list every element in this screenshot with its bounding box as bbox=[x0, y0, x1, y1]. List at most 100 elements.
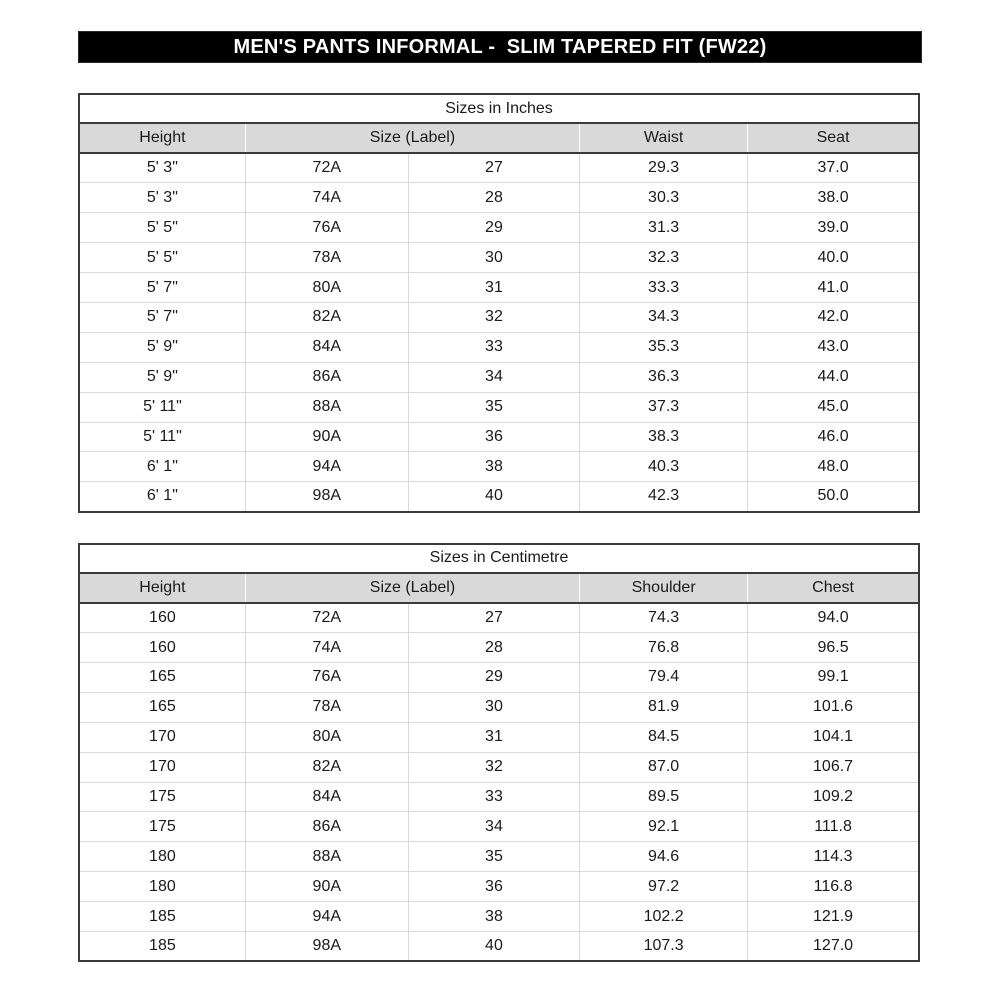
table-cell: 170 bbox=[78, 751, 246, 783]
table-cell: 34 bbox=[407, 811, 581, 843]
table-cell: 98A bbox=[244, 481, 409, 513]
table-cell: 90A bbox=[244, 421, 409, 453]
table-cell: 160 bbox=[78, 632, 246, 663]
table-cell: 27 bbox=[407, 602, 581, 634]
table-header-row: Height Size (Label) Shoulder Chest bbox=[79, 572, 919, 604]
table-cell: 35 bbox=[407, 391, 581, 423]
table-row: 6' 1" 94A 38 40.3 48.0 bbox=[78, 451, 920, 483]
table-cell: 175 bbox=[78, 811, 246, 843]
table-title-row: Sizes in Inches bbox=[79, 94, 919, 124]
table-cell: 114.3 bbox=[747, 841, 920, 873]
table-cell: 40 bbox=[407, 930, 581, 962]
column-header-seat: Seat bbox=[747, 123, 919, 154]
table-cell: 33 bbox=[407, 331, 581, 363]
table-cell: 94.6 bbox=[579, 841, 749, 873]
table-cell: 76.8 bbox=[579, 632, 749, 663]
table-cell: 98A bbox=[244, 930, 409, 962]
column-header-size-label: Size (Label) bbox=[244, 123, 580, 154]
table-title: Sizes in Inches bbox=[79, 94, 919, 124]
table-cell: 45.0 bbox=[747, 391, 920, 423]
table-cell: 127.0 bbox=[747, 930, 920, 962]
table-row: 5' 3" 72A 27 29.3 37.0 bbox=[78, 152, 920, 184]
table-cell: 5' 9" bbox=[78, 361, 246, 393]
sizes-in-inches-table: Sizes in Inches Height Size (Label) Wais… bbox=[78, 93, 920, 513]
table-cell: 35 bbox=[407, 841, 581, 873]
table-cell: 165 bbox=[78, 691, 246, 723]
table-cell: 31.3 bbox=[579, 212, 749, 244]
table-cell: 30 bbox=[407, 242, 581, 274]
table-cell: 94A bbox=[244, 901, 409, 932]
table-row: 5' 9" 86A 34 36.3 44.0 bbox=[78, 361, 920, 393]
table-cell: 37.3 bbox=[579, 391, 749, 423]
sizes-in-centimetre-table: Sizes in Centimetre Height Size (Label) … bbox=[78, 542, 920, 963]
column-header-waist: Waist bbox=[579, 123, 748, 154]
table-row: 185 98A 40 107.3 127.0 bbox=[78, 930, 920, 962]
table-cell: 40 bbox=[407, 481, 581, 513]
table-cell: 82A bbox=[244, 301, 409, 333]
table-cell: 5' 11" bbox=[78, 421, 246, 453]
column-header-chest: Chest bbox=[747, 572, 919, 604]
table-row: 180 88A 35 94.6 114.3 bbox=[78, 841, 920, 873]
table-cell: 28 bbox=[407, 182, 581, 214]
table-row: 160 72A 27 74.3 94.0 bbox=[78, 602, 920, 634]
table-cell: 6' 1" bbox=[78, 451, 246, 483]
table-row: 165 76A 29 79.4 99.1 bbox=[78, 661, 920, 693]
table-cell: 29 bbox=[407, 212, 581, 244]
table-cell: 76A bbox=[244, 661, 409, 693]
table-row: 160 74A 28 76.8 96.5 bbox=[78, 632, 920, 663]
column-header-size-label: Size (Label) bbox=[244, 572, 580, 604]
table-cell: 84A bbox=[244, 781, 409, 813]
table-row: 185 94A 38 102.2 121.9 bbox=[78, 901, 920, 932]
table-row: 165 78A 30 81.9 101.6 bbox=[78, 691, 920, 723]
table-cell: 86A bbox=[244, 811, 409, 843]
table-body: 160 72A 27 74.3 94.0 160 74A 28 76.8 96.5 165 76A 29… bbox=[78, 602, 920, 962]
table-cell: 5' 5" bbox=[78, 212, 246, 244]
table-cell: 42.3 bbox=[579, 481, 749, 513]
table-cell: 31 bbox=[407, 721, 581, 753]
table-cell: 80A bbox=[244, 721, 409, 753]
table-cell: 33.3 bbox=[579, 272, 749, 303]
table-cell: 104.1 bbox=[747, 721, 920, 753]
table-cell: 86A bbox=[244, 361, 409, 393]
table-cell: 94A bbox=[244, 451, 409, 483]
table-cell: 175 bbox=[78, 781, 246, 813]
table-cell: 81.9 bbox=[579, 691, 749, 723]
table-cell: 78A bbox=[244, 691, 409, 723]
table-cell: 97.2 bbox=[579, 871, 749, 903]
table-cell: 35.3 bbox=[579, 331, 749, 363]
table-cell: 82A bbox=[244, 751, 409, 783]
table-cell: 89.5 bbox=[579, 781, 749, 813]
table-cell: 38.3 bbox=[579, 421, 749, 453]
table-cell: 5' 3" bbox=[78, 152, 246, 184]
table-cell: 5' 9" bbox=[78, 331, 246, 363]
table-cell: 94.0 bbox=[747, 602, 920, 634]
column-header-shoulder: Shoulder bbox=[579, 572, 748, 604]
table-cell: 37.0 bbox=[747, 152, 920, 184]
table-cell: 160 bbox=[78, 602, 246, 634]
table-cell: 101.6 bbox=[747, 691, 920, 723]
table-cell: 87.0 bbox=[579, 751, 749, 783]
table-cell: 107.3 bbox=[579, 930, 749, 962]
table-title: Sizes in Centimetre bbox=[79, 543, 919, 574]
table-row: 175 86A 34 92.1 111.8 bbox=[78, 811, 920, 843]
table-cell: 78A bbox=[244, 242, 409, 274]
table-cell: 79.4 bbox=[579, 661, 749, 693]
table-cell: 29.3 bbox=[579, 152, 749, 184]
table-cell: 39.0 bbox=[747, 212, 920, 244]
table-row: 175 84A 33 89.5 109.2 bbox=[78, 781, 920, 813]
table-cell: 50.0 bbox=[747, 481, 920, 513]
table-cell: 185 bbox=[78, 930, 246, 962]
table-cell: 180 bbox=[78, 841, 246, 873]
table-row: 5' 3" 74A 28 30.3 38.0 bbox=[78, 182, 920, 214]
table-cell: 111.8 bbox=[747, 811, 920, 843]
table-cell: 84A bbox=[244, 331, 409, 363]
table-cell: 185 bbox=[78, 901, 246, 932]
table-cell: 44.0 bbox=[747, 361, 920, 393]
table-cell: 5' 5" bbox=[78, 242, 246, 274]
table-cell: 36.3 bbox=[579, 361, 749, 393]
table-cell: 32 bbox=[407, 301, 581, 333]
table-cell: 74A bbox=[244, 632, 409, 663]
table-cell: 46.0 bbox=[747, 421, 920, 453]
table-cell: 33 bbox=[407, 781, 581, 813]
table-row: 5' 11" 90A 36 38.3 46.0 bbox=[78, 421, 920, 453]
